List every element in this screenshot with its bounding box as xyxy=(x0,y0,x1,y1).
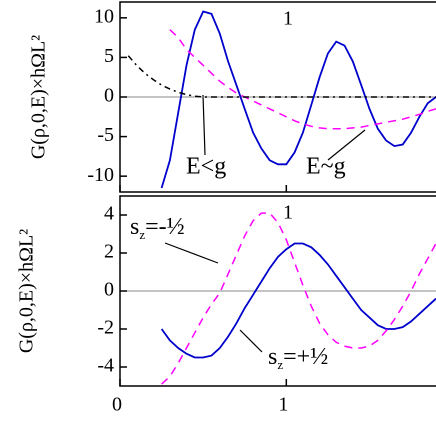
annotation: E<g xyxy=(186,154,226,180)
y-tick-label: 4 xyxy=(104,203,114,225)
series-line xyxy=(161,212,436,385)
spin-sub: z xyxy=(139,227,145,242)
spin-sub: z xyxy=(277,357,283,372)
y-tick-label: 10 xyxy=(94,5,114,27)
y-tick-label: -4 xyxy=(97,355,114,377)
x-tick-label: 1 xyxy=(278,394,288,416)
panel-label: 1 xyxy=(283,8,293,30)
spin-main: s xyxy=(130,214,139,240)
y-tick-label: -2 xyxy=(97,317,114,339)
series-line xyxy=(127,55,436,98)
y-tick-label: 2 xyxy=(104,241,114,263)
spin-label: sz=-½ xyxy=(130,214,185,242)
x-tick-label: 0 xyxy=(112,394,122,416)
series-line xyxy=(160,10,436,189)
spin-tail: =+½ xyxy=(283,344,328,370)
y-tick-label: 0 xyxy=(104,85,114,107)
y-axis-label: G(ρ,0,E)×hΩL² xyxy=(28,35,50,159)
y-tick-label: -10 xyxy=(87,164,114,186)
y-tick-label: 5 xyxy=(104,45,114,67)
series-line xyxy=(160,242,436,359)
spin-main: s xyxy=(268,344,277,370)
y-axis-label: G(ρ,0,E)×hΩL² xyxy=(16,229,38,353)
y-tick-label: 0 xyxy=(104,279,114,301)
y-tick-label: -5 xyxy=(97,124,114,146)
spin-tail: =-½ xyxy=(145,214,185,240)
arrows xyxy=(164,94,366,353)
spin-label: sz=+½ xyxy=(268,344,328,372)
panel-label: 1 xyxy=(283,202,293,224)
annotation: E~g xyxy=(306,154,346,180)
series-line xyxy=(169,29,436,130)
